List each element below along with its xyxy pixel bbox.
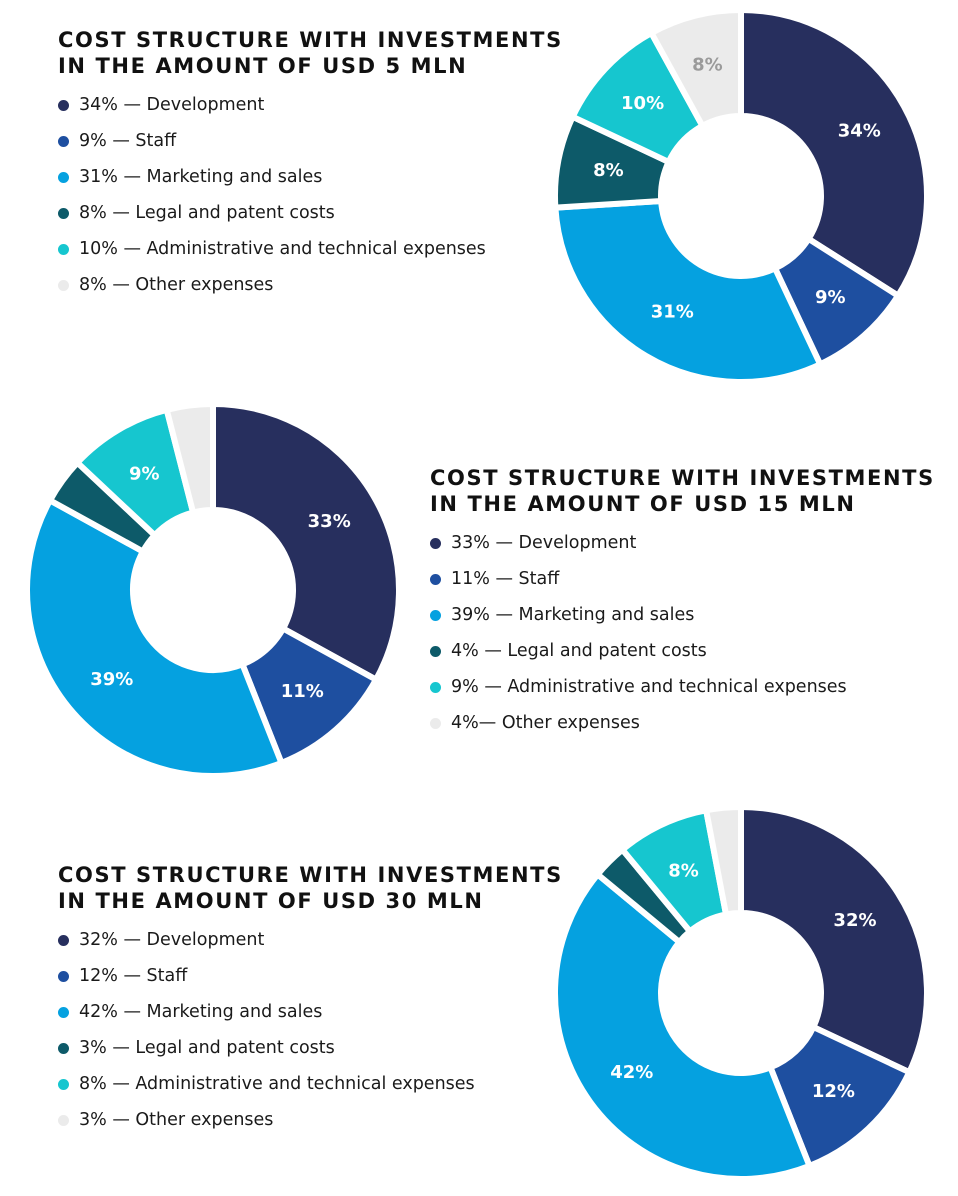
chart-title: COST STRUCTURE WITH INVESTMENTS IN THE A…	[58, 27, 563, 79]
slice-data-label: 12%	[812, 1081, 855, 1102]
legend-swatch	[58, 934, 69, 946]
slice-data-label: 9%	[129, 463, 160, 484]
slice-data-label: 8%	[692, 55, 723, 76]
legend-label: 4% — Legal and patent costs	[451, 641, 707, 661]
legend-item: 31% — Marketing and sales	[58, 159, 563, 195]
legend-swatch	[430, 537, 441, 549]
legend-item: 11% — Staff	[430, 561, 935, 597]
legend-swatch	[58, 279, 69, 291]
chart-legend: 34% — Development 9% — Staff 31% — Marke…	[58, 87, 563, 303]
donut-chart-30mln: 32% 12% 42% 8%	[552, 803, 930, 1182]
legend-swatch	[430, 645, 441, 657]
legend-label: 4%— Other expenses	[451, 713, 640, 733]
pie-slice	[738, 803, 930, 1077]
donut-chart-15mln: 33% 11% 39% 9%	[24, 400, 402, 779]
legend-item: 39% — Marketing and sales	[430, 597, 935, 633]
pie-slice	[24, 496, 286, 779]
pie-slice	[210, 400, 402, 684]
chart-title: COST STRUCTURE WITH INVESTMENTS IN THE A…	[58, 862, 563, 914]
legend-swatch	[58, 1078, 69, 1090]
chart-title-line-2: IN THE AMOUNT OF USD 5 MLN	[58, 54, 468, 78]
legend-swatch	[58, 135, 69, 147]
chart-title-line-1: COST STRUCTURE WITH INVESTMENTS	[58, 863, 563, 887]
slice-data-label: 34%	[838, 120, 881, 141]
legend-label: 12% — Staff	[79, 966, 188, 986]
legend-item: 12% — Staff	[58, 958, 563, 994]
legend-item: 8% — Legal and patent costs	[58, 195, 563, 231]
legend-swatch	[58, 207, 69, 219]
slice-data-label: 9%	[815, 287, 846, 308]
legend-item: 8% — Administrative and technical expens…	[58, 1066, 563, 1102]
chart-title-line-2: IN THE AMOUNT OF USD 30 MLN	[58, 889, 484, 913]
legend-label: 10% — Administrative and technical expen…	[79, 239, 486, 259]
legend-label: 8% — Other expenses	[79, 275, 274, 295]
legend-item: 42% — Marketing and sales	[58, 994, 563, 1030]
slice-data-label: 32%	[833, 910, 876, 931]
legend-item: 3% — Other expenses	[58, 1102, 563, 1138]
chart-block-15mln: COST STRUCTURE WITH INVESTMENTS IN THE A…	[430, 465, 935, 741]
legend-swatch	[430, 573, 441, 585]
pie-slice	[552, 870, 814, 1182]
legend-label: 3% — Legal and patent costs	[79, 1038, 335, 1058]
legend-swatch	[58, 243, 69, 255]
chart-title-line-2: IN THE AMOUNT OF USD 15 MLN	[430, 492, 856, 516]
legend-label: 9% — Staff	[79, 131, 177, 151]
slice-data-label: 11%	[281, 681, 324, 702]
pie-slice	[702, 803, 744, 918]
legend-label: 32% — Development	[79, 930, 265, 950]
chart-title: COST STRUCTURE WITH INVESTMENTS IN THE A…	[430, 465, 935, 517]
legend-label: 3% — Other expenses	[79, 1110, 274, 1130]
legend-label: 8% — Administrative and technical expens…	[79, 1074, 475, 1094]
chart-legend: 33% — Development 11% — Staff 39% — Mark…	[430, 525, 935, 741]
chart-title-line-1: COST STRUCTURE WITH INVESTMENTS	[430, 466, 935, 490]
legend-item: 33% — Development	[430, 525, 935, 561]
legend-label: 42% — Marketing and sales	[79, 1002, 323, 1022]
legend-swatch	[58, 1042, 69, 1054]
slice-data-label: 42%	[610, 1062, 653, 1083]
legend-swatch	[58, 1114, 69, 1126]
chart-legend: 32% — Development 12% — Staff 42% — Mark…	[58, 922, 563, 1138]
slice-data-label: 10%	[621, 93, 664, 114]
pie-slice	[647, 6, 744, 130]
legend-swatch	[58, 970, 69, 982]
legend-label: 11% — Staff	[451, 569, 560, 589]
legend-label: 34% — Development	[79, 95, 265, 115]
slice-data-label: 39%	[90, 669, 133, 690]
legend-swatch	[430, 717, 441, 729]
legend-item: 34% — Development	[58, 87, 563, 123]
legend-label: 31% — Marketing and sales	[79, 167, 323, 187]
legend-label: 33% — Development	[451, 533, 637, 553]
legend-item: 3% — Legal and patent costs	[58, 1030, 563, 1066]
legend-item: 32% — Development	[58, 922, 563, 958]
pie-slice	[552, 197, 825, 385]
legend-item: 4% — Legal and patent costs	[430, 633, 935, 669]
slice-data-label: 33%	[308, 511, 351, 532]
pie-slice	[163, 400, 216, 517]
pie-slice	[738, 6, 930, 300]
legend-item: 9% — Staff	[58, 123, 563, 159]
legend-swatch	[58, 99, 69, 111]
legend-item: 4%— Other expenses	[430, 705, 935, 741]
legend-swatch	[430, 609, 441, 621]
legend-swatch	[58, 1006, 69, 1018]
legend-item: 10% — Administrative and technical expen…	[58, 231, 563, 267]
slice-data-label: 31%	[651, 302, 694, 323]
legend-item: 8% — Other expenses	[58, 267, 563, 303]
donut-chart-5mln: 34% 9% 31% 8% 10% 8%	[552, 6, 930, 385]
legend-swatch	[430, 681, 441, 693]
chart-block-5mln: COST STRUCTURE WITH INVESTMENTS IN THE A…	[58, 27, 563, 303]
legend-label: 8% — Legal and patent costs	[79, 203, 335, 223]
slice-data-label: 8%	[593, 160, 624, 181]
legend-item: 9% — Administrative and technical expens…	[430, 669, 935, 705]
legend-label: 39% — Marketing and sales	[451, 605, 695, 625]
chart-block-30mln: COST STRUCTURE WITH INVESTMENTS IN THE A…	[58, 862, 563, 1138]
slice-data-label: 8%	[668, 860, 699, 881]
chart-title-line-1: COST STRUCTURE WITH INVESTMENTS	[58, 28, 563, 52]
legend-label: 9% — Administrative and technical expens…	[451, 677, 847, 697]
legend-swatch	[58, 171, 69, 183]
